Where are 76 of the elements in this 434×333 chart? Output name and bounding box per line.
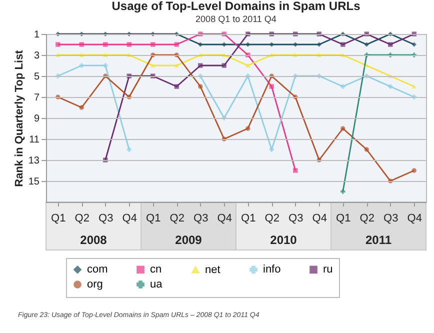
- y-tick-label: 5: [34, 72, 40, 82]
- point: [364, 147, 369, 152]
- text: 2008: [80, 233, 108, 247]
- point: [412, 42, 416, 47]
- point: [174, 63, 179, 68]
- text: 2009: [175, 233, 202, 247]
- y-tick-label: 11: [29, 134, 40, 146]
- point: [126, 42, 132, 47]
- x-tick-label: Q3: [384, 212, 398, 224]
- legend-label: ua: [150, 278, 164, 290]
- x-tick-label: Q1: [336, 212, 351, 224]
- legend-label: ru: [323, 264, 333, 276]
- point: [340, 189, 346, 194]
- point: [340, 126, 346, 131]
- point: [222, 63, 226, 68]
- x-tick-label: Q2: [264, 212, 280, 224]
- x-tick-label: Q3: [98, 212, 114, 224]
- x-tick-label: Q3: [288, 212, 304, 224]
- y-tick-label: 1: [34, 30, 40, 40]
- x-tick-label: Q4: [312, 212, 327, 224]
- point: [412, 84, 416, 89]
- text: 2011: [365, 233, 392, 247]
- legend-label: cn: [150, 264, 162, 276]
- legend-label: info: [263, 264, 281, 276]
- point: [174, 84, 179, 89]
- point: [246, 126, 250, 131]
- point: [388, 42, 393, 47]
- point: [198, 84, 203, 89]
- point: [79, 63, 84, 68]
- point: [293, 42, 298, 47]
- point: [56, 42, 60, 47]
- point: [103, 42, 108, 47]
- x-tick-label: Q2: [74, 212, 90, 224]
- point: [198, 42, 203, 47]
- point: [364, 63, 369, 68]
- point: [269, 84, 274, 89]
- point: [412, 168, 416, 173]
- legend-label: com: [87, 264, 108, 276]
- x-tick-label: Q1: [51, 212, 66, 224]
- point: [340, 84, 346, 89]
- point: [174, 42, 179, 47]
- point: [79, 105, 84, 110]
- y-axis-title: Rank in Quarterly Top List: [13, 50, 26, 187]
- point: [388, 84, 393, 89]
- y-tick-label: 13: [28, 156, 40, 166]
- y-tick-label: 3: [34, 50, 40, 62]
- x-tick-label: Q2: [170, 212, 184, 224]
- chart-subtitle: 2008 Q1 to 2011 Q4: [196, 14, 276, 24]
- point: [246, 42, 250, 47]
- point: [150, 42, 156, 47]
- x-tick-label: Q2: [360, 212, 374, 224]
- point: [103, 63, 108, 68]
- point: [246, 63, 250, 68]
- point: [126, 147, 132, 152]
- point: [269, 42, 274, 47]
- x-tick-label: Q4: [407, 212, 422, 224]
- y-tick-label: 9: [34, 114, 40, 124]
- point: [198, 63, 203, 68]
- point: [79, 42, 84, 47]
- y-tick-label: 7: [34, 92, 40, 104]
- point: [316, 42, 322, 47]
- x-tick-label: Q1: [241, 212, 256, 224]
- y-tick-label: 15: [28, 176, 40, 188]
- x-tick-label: Q1: [146, 212, 161, 224]
- chart-title: Usage of Top-Level Domains in Spam URLs: [112, 0, 361, 13]
- legend-label: org: [87, 278, 103, 290]
- x-tick-label: Q4: [217, 212, 232, 224]
- point: [340, 42, 346, 47]
- legend-label: net: [205, 264, 220, 276]
- point: [150, 63, 156, 68]
- point: [293, 168, 298, 173]
- text: 2010: [270, 233, 298, 247]
- x-tick-label: Q4: [122, 212, 137, 224]
- x-tick-label: Q3: [194, 212, 208, 224]
- point: [364, 42, 369, 47]
- point: [222, 42, 226, 47]
